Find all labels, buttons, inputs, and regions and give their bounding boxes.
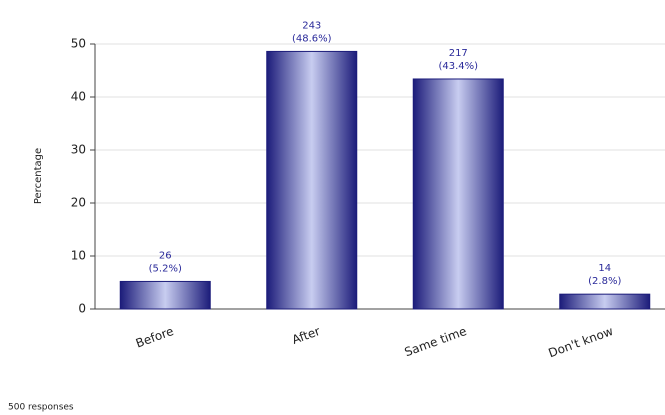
count-label: 26	[159, 250, 172, 261]
y-tick-label: 0	[78, 302, 86, 316]
bar	[412, 78, 504, 310]
y-tick-label: 20	[71, 196, 86, 210]
bar	[266, 50, 358, 310]
count-label: 243	[302, 20, 321, 31]
y-axis-label: Percentage	[33, 148, 44, 204]
x-tick-label: Before	[134, 324, 176, 351]
y-tick-label: 30	[71, 143, 86, 157]
bar	[559, 293, 651, 310]
value-label: (5.2%)	[149, 263, 182, 274]
x-tick-label: Same time	[403, 324, 469, 359]
x-tick-label: Don't know	[547, 324, 616, 360]
x-tick-label: After	[290, 324, 322, 347]
y-tick-label: 40	[71, 90, 86, 104]
y-tick-label: 50	[71, 37, 86, 51]
count-label: 217	[449, 48, 468, 59]
footer: 500 responses	[8, 403, 74, 413]
value-label: (43.4%)	[438, 61, 478, 72]
value-label: (48.6%)	[292, 33, 332, 44]
bar	[119, 280, 211, 310]
count-label: 14	[598, 263, 611, 274]
y-tick-label: 10	[71, 249, 86, 263]
value-label: (2.8%)	[588, 276, 621, 287]
